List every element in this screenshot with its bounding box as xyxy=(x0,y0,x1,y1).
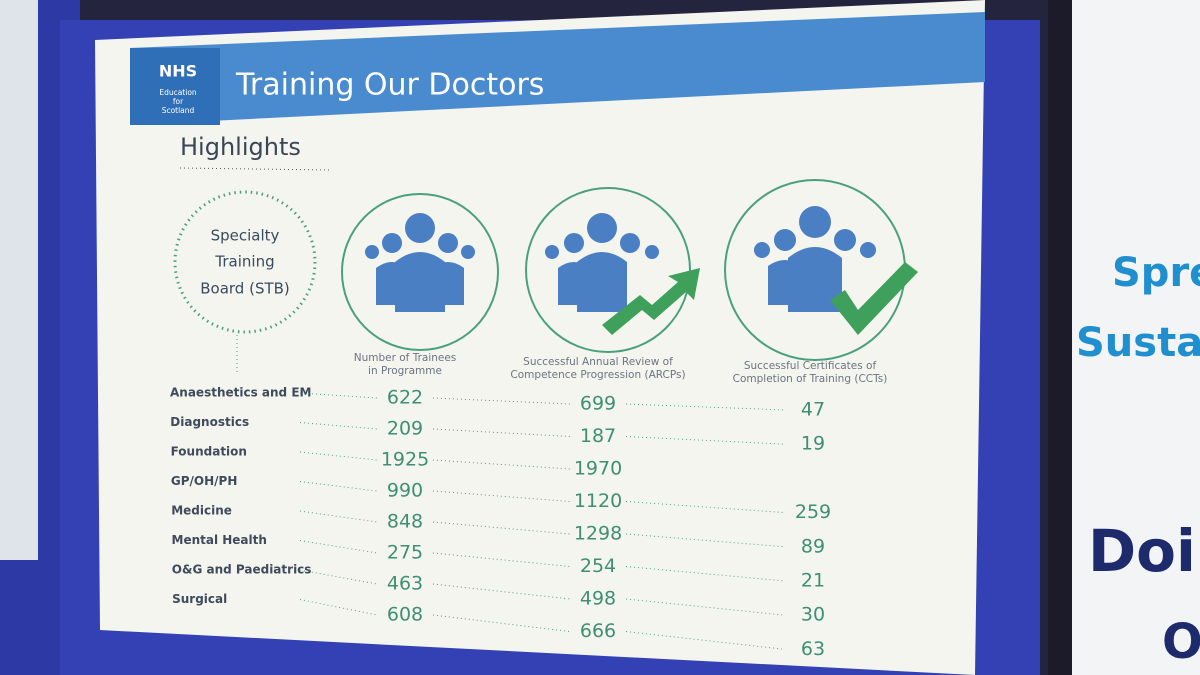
logo-sub: for xyxy=(173,97,184,106)
badge-text: Board (STB) xyxy=(200,280,290,298)
right-poster xyxy=(1072,0,1200,675)
stb-badge xyxy=(173,190,317,334)
leader xyxy=(432,428,571,437)
left-poster xyxy=(0,0,38,560)
column-label: Successful Annual Review of xyxy=(523,356,673,368)
cell-value: 608 xyxy=(387,604,423,626)
cell-value: 47 xyxy=(801,399,825,421)
cell-value: 259 xyxy=(795,501,831,523)
cell-value: 21 xyxy=(801,570,825,592)
row-label: O&G and Paediatrics xyxy=(172,563,312,577)
row-label: Diagnostics xyxy=(170,415,249,429)
logo-sub: Education xyxy=(159,88,197,97)
cell-value: 30 xyxy=(801,604,825,626)
column-label: Number of Trainees xyxy=(354,352,457,364)
leader xyxy=(432,583,571,600)
icon-cct xyxy=(724,179,918,361)
logo-box xyxy=(130,48,220,125)
side-text: Doin xyxy=(1088,517,1200,585)
cell-value: 622 xyxy=(387,387,423,409)
leader xyxy=(432,521,571,535)
leader xyxy=(625,533,786,548)
row-label: Anaesthetics and EM xyxy=(170,386,311,400)
leader xyxy=(625,436,786,445)
row-label: GP/OH/PH xyxy=(171,474,238,488)
leader xyxy=(299,422,378,430)
side-text: O xyxy=(1162,614,1200,670)
leader xyxy=(625,501,786,514)
side-text: Sprea xyxy=(1112,250,1200,296)
leader xyxy=(625,403,786,411)
cell-value: 498 xyxy=(580,588,616,610)
cell-value: 1925 xyxy=(381,449,429,471)
cell-value: 1120 xyxy=(574,490,622,512)
column-label: in Programme xyxy=(368,365,442,377)
leader xyxy=(299,451,378,461)
cell-value: 848 xyxy=(387,511,423,533)
column-label: Competence Progression (ARCPs) xyxy=(510,369,685,381)
section-title: Highlights xyxy=(180,133,301,161)
cell-value: 463 xyxy=(387,573,423,595)
cell-value: 1970 xyxy=(574,458,622,480)
column-label: Successful Certificates of xyxy=(744,360,877,372)
leader xyxy=(625,631,786,650)
row-label: Medicine xyxy=(171,504,232,518)
header-band xyxy=(130,12,985,125)
logo-sub: Scotland xyxy=(162,106,195,115)
row-label: Surgical xyxy=(172,592,227,606)
cell-value: 1298 xyxy=(574,523,622,545)
row-label: Foundation xyxy=(171,445,247,459)
icon-trainees xyxy=(341,193,499,351)
cell-value: 699 xyxy=(580,393,616,415)
cell-value: 275 xyxy=(387,542,423,564)
icon-arcp xyxy=(525,187,700,353)
cell-value: 209 xyxy=(387,418,423,440)
leader xyxy=(299,481,378,492)
cell-value: 990 xyxy=(387,480,423,502)
leader xyxy=(299,392,378,399)
title: Training Our Doctors xyxy=(235,68,544,103)
cell-value: 666 xyxy=(580,620,616,642)
logo-nhs: NHS xyxy=(159,62,197,81)
cell-value: 254 xyxy=(580,555,616,577)
row-label: Mental Health xyxy=(172,533,267,547)
badge-text: Specialty xyxy=(211,227,280,245)
leader xyxy=(432,552,571,567)
column-label: Completion of Training (CCTs) xyxy=(733,373,888,385)
leader xyxy=(432,397,571,405)
cell-value: 63 xyxy=(801,638,825,660)
poster xyxy=(95,0,985,675)
cell-value: 187 xyxy=(580,425,616,447)
cell-value: 19 xyxy=(801,433,825,455)
leader xyxy=(432,490,571,502)
leader xyxy=(299,510,378,523)
side-text: Sustai xyxy=(1076,320,1200,366)
cell-value: 89 xyxy=(801,535,825,557)
leader xyxy=(432,614,571,632)
leader xyxy=(432,459,571,470)
badge-text: Training xyxy=(214,253,274,271)
